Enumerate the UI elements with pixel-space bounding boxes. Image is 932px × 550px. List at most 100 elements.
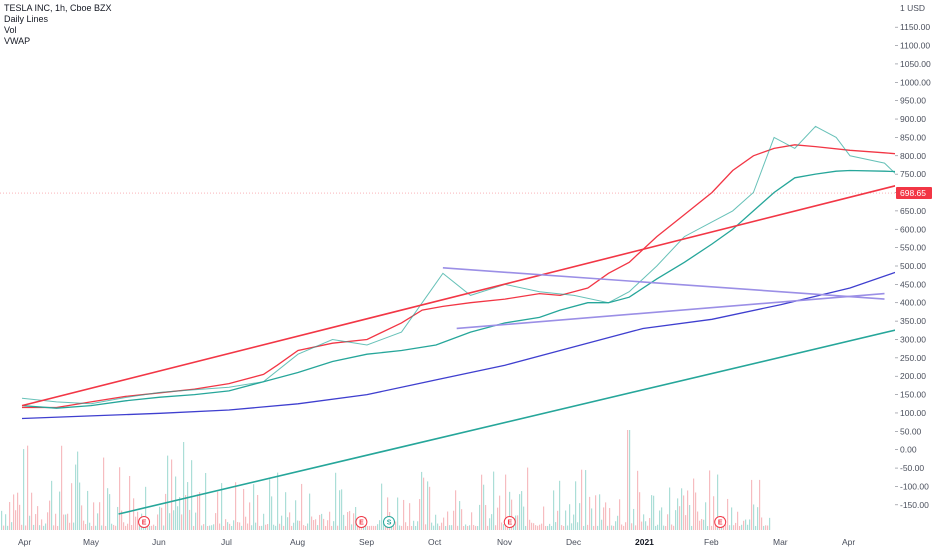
volume-bar <box>153 524 155 530</box>
volume-bar <box>21 524 23 530</box>
legend-item-vol: Vol <box>4 25 17 35</box>
volume-bar <box>225 519 227 530</box>
volume-bar <box>65 514 67 530</box>
volume-bar <box>227 522 229 530</box>
volume-bar <box>471 512 473 530</box>
currency-label: 1 USD <box>900 3 925 13</box>
volume-bar <box>151 525 153 530</box>
volume-bar <box>341 489 343 530</box>
volume-bar <box>181 514 183 530</box>
volume-bar <box>547 525 549 530</box>
volume-bar <box>47 512 49 530</box>
volume-bar <box>313 520 315 530</box>
volume-bar <box>37 506 39 530</box>
volume-bar <box>373 525 375 530</box>
volume-bar <box>407 526 409 530</box>
volume-bar <box>467 525 469 530</box>
trendline-0[interactable] <box>21 24 932 407</box>
volume-bar <box>223 525 225 530</box>
volume-bar <box>685 515 687 530</box>
volume-bar <box>395 521 397 530</box>
volume-bar <box>9 501 11 530</box>
volume-bar <box>111 523 113 530</box>
event-marker[interactable]: E <box>355 516 368 528</box>
volume-bar <box>105 525 107 530</box>
y-tick-label: 400.00 <box>900 298 926 308</box>
trendline-1[interactable] <box>118 145 932 515</box>
volume-bar <box>371 525 373 530</box>
volume-bar <box>673 525 675 530</box>
volume-bar <box>239 522 241 530</box>
volume-bar <box>545 525 547 530</box>
volume-bar <box>267 524 269 530</box>
volume-bar <box>525 525 527 530</box>
volume-bar <box>83 520 85 530</box>
volume-bar <box>311 516 313 530</box>
volume-bar <box>75 464 77 530</box>
series-group <box>21 125 895 420</box>
volume-bar <box>737 511 739 530</box>
volume-bar <box>555 522 557 530</box>
volume-bar <box>57 525 59 530</box>
event-marker[interactable]: E <box>714 516 727 528</box>
volume-bar <box>705 502 707 530</box>
volume-bar <box>571 523 573 530</box>
volume-bar <box>531 522 533 530</box>
volume-bar <box>199 492 201 530</box>
x-tick-label: Apr <box>18 537 31 547</box>
volume-bar <box>489 518 491 530</box>
volume-bar <box>163 525 165 530</box>
volume-bar <box>17 492 19 530</box>
trendline-3[interactable] <box>456 292 885 330</box>
volume-bar <box>159 506 161 530</box>
x-tick-label: Dec <box>566 537 582 547</box>
volume-bar <box>659 510 661 530</box>
volume-bar <box>599 494 601 530</box>
y-tick-label: 950.00 <box>900 96 926 106</box>
event-marker[interactable]: E <box>503 516 516 528</box>
volume-bar <box>539 524 541 530</box>
x-tick-label: Jul <box>221 537 232 547</box>
volume-bar <box>505 474 507 530</box>
event-marker[interactable]: S <box>383 516 395 528</box>
y-axis: 1150.00 1100.00 1050.00 1000.00 950.00 900.00… <box>895 3 931 510</box>
volume-bar <box>549 523 551 530</box>
x-tick-label: Aug <box>290 537 305 547</box>
volume-bar <box>651 495 653 530</box>
volume-bar <box>441 522 443 530</box>
volume-bar <box>55 513 57 530</box>
volume-bar <box>359 525 361 530</box>
volume-bar <box>275 525 277 530</box>
volume-bar <box>175 476 177 530</box>
trendline-2[interactable] <box>442 267 885 300</box>
y-tick-label: 600.00 <box>900 224 926 234</box>
volume-bar <box>321 513 323 530</box>
volume-bar <box>519 494 521 530</box>
event-marker[interactable]: E <box>138 516 151 528</box>
volume-bar <box>455 490 457 530</box>
x-tick-label: Mar <box>773 537 788 547</box>
volume-bar <box>59 491 61 530</box>
volume-bar <box>337 525 339 530</box>
volume-bar <box>669 487 671 530</box>
volume-bar <box>425 524 427 530</box>
volume-bar <box>319 514 321 530</box>
volume-bar <box>479 504 481 530</box>
event-marker-label: E <box>359 520 364 527</box>
volume-bar <box>447 511 449 530</box>
volume-bar <box>537 525 539 530</box>
volume-bar <box>691 525 693 530</box>
volume-bar <box>119 467 121 530</box>
y-tick-label: 550.00 <box>900 243 926 253</box>
volume-bar <box>439 525 441 530</box>
price-badge-label: 698.65 <box>900 188 926 198</box>
x-axis: Apr May Jun Jul Aug Sep Oct Nov Dec 2021 Feb Mar Apr <box>18 537 855 547</box>
volume-bar <box>3 525 5 530</box>
volume-bar <box>661 507 663 530</box>
volume-bar <box>759 479 761 530</box>
volume-bar <box>727 498 729 530</box>
volume-bar <box>559 480 561 530</box>
volume-bar <box>567 525 569 530</box>
volume-bar <box>579 503 581 530</box>
